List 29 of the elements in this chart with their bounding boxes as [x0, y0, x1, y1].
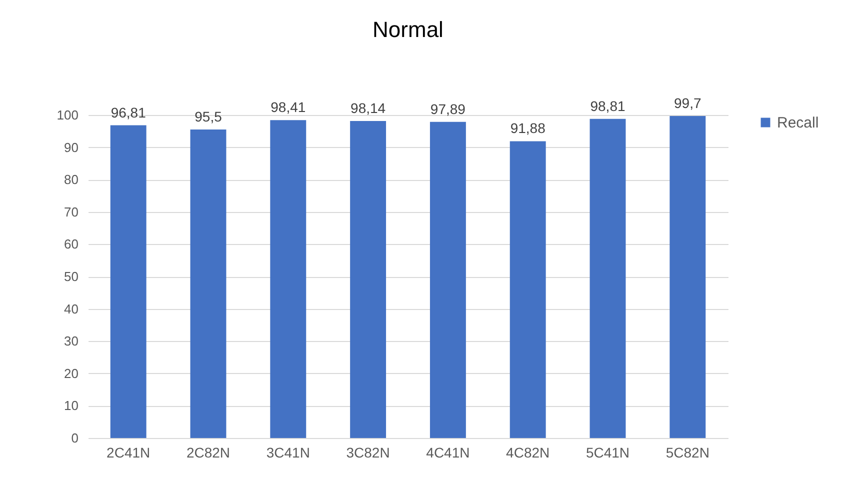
x-tick-label: 5C41N	[586, 444, 630, 460]
y-tick-label: 0	[71, 430, 78, 446]
data-label: 98,41	[270, 99, 306, 116]
x-tick-label: 4C82N	[506, 444, 550, 460]
y-tick-label: 70	[64, 204, 78, 220]
data-label: 98,14	[350, 100, 386, 116]
data-label: 98,81	[590, 98, 626, 114]
data-label: 99,7	[674, 94, 702, 111]
x-tick-label: 5C82N	[666, 444, 710, 460]
chart-title: Normal	[372, 16, 444, 42]
y-tick-label: 80	[64, 172, 78, 188]
data-label: 96,81	[110, 104, 146, 120]
y-tick-label: 60	[64, 236, 78, 252]
data-label: 95,5	[194, 108, 222, 125]
y-tick-label: 90	[64, 140, 78, 155]
x-tick-label: 4C41N	[426, 444, 470, 460]
data-label: 91,88	[510, 120, 546, 136]
x-tick-label: 2C82N	[186, 444, 230, 460]
data-label: 97,89	[430, 100, 466, 117]
y-tick-label: 20	[64, 366, 78, 381]
y-tick-label: 30	[64, 334, 78, 349]
legend-label: Recall	[777, 114, 819, 132]
y-tick-label: 10	[64, 398, 78, 414]
y-tick-label: 40	[64, 301, 78, 316]
x-tick-label: 3C41N	[266, 444, 310, 460]
y-tick-label: 100	[56, 108, 78, 122]
x-tick-label: 3C82N	[346, 444, 390, 460]
x-tick-label: 2C41N	[106, 444, 150, 460]
y-tick-label: 50	[64, 269, 78, 284]
